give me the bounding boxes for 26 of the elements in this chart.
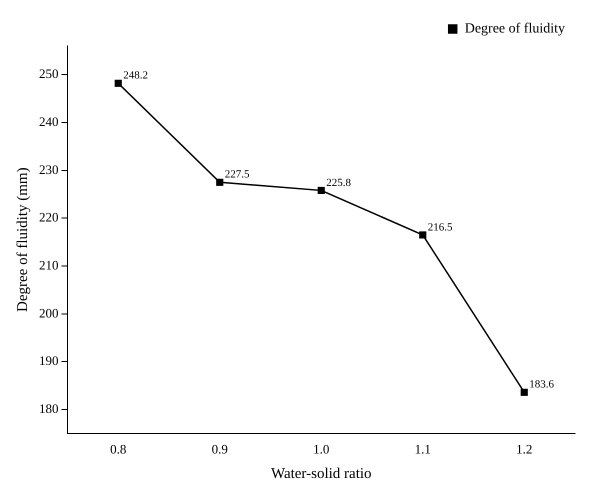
y-tick-label: 180 — [39, 400, 58, 416]
point — [520, 388, 528, 396]
y-tick-label: 210 — [39, 257, 58, 272]
x-tick-label: 1.1 — [414, 442, 431, 457]
data-label: 227.5 — [224, 168, 250, 181]
y-tick-label: 200 — [39, 305, 58, 320]
data-label: 183.6 — [529, 378, 554, 391]
point — [114, 80, 122, 87]
point — [216, 178, 224, 186]
y-tick-label: 250 — [39, 66, 58, 82]
data-label: 225.8 — [326, 176, 352, 189]
data-label: 248.2 — [123, 70, 148, 82]
point — [419, 231, 426, 238]
x-tick-label: 1.0 — [313, 442, 330, 457]
legend-label: Degree of fluidity — [464, 22, 565, 37]
y-tick-label: 220 — [39, 210, 58, 225]
y-axis-title: Degree of fluidity (mm) — [14, 167, 31, 312]
x-tick-label: 0.9 — [212, 442, 228, 457]
point — [318, 186, 325, 194]
x-tick-label: 1.2 — [516, 442, 532, 457]
x-tick-label: 0.8 — [110, 442, 126, 457]
x-axis-title: Water-solid ratio — [270, 466, 372, 482]
y-tick-label: 190 — [39, 353, 58, 368]
y-tick-label: 240 — [39, 114, 58, 129]
data-label: 216.5 — [428, 221, 453, 234]
y-tick-label: 230 — [39, 162, 58, 177]
